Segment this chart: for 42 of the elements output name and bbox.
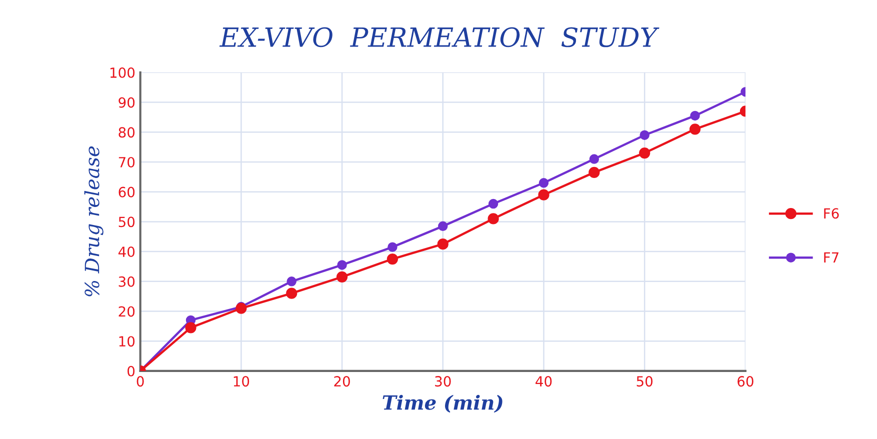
y-tick-label: 100 (110, 67, 135, 78)
x-tick-label: 60 (738, 376, 754, 387)
x-tick-label: 20 (334, 376, 350, 387)
point (640, 130, 650, 140)
point (588, 166, 600, 178)
point (388, 242, 398, 252)
y-tick-label: 70 (118, 156, 135, 168)
point (286, 288, 298, 299)
point (538, 178, 549, 188)
y-tick-label: 40 (118, 246, 135, 258)
x-tick-label: 30 (435, 376, 451, 387)
point (438, 221, 448, 232)
point (286, 276, 296, 286)
y-tick-label: 50 (118, 216, 135, 228)
y-tick-label: 30 (118, 276, 135, 287)
chart-title: EX-VIVO PERMEATION STUDY (219, 27, 660, 48)
point (589, 154, 600, 164)
x-tick-label: 50 (636, 376, 653, 387)
y-tick-label: 80 (118, 127, 135, 138)
point (488, 213, 499, 224)
x-tick-label: 10 (234, 376, 250, 387)
x-axis-title: Time (min) (382, 394, 502, 413)
x-tick-label: 40 (536, 376, 552, 387)
y-tick-label: 20 (118, 306, 135, 317)
point (538, 189, 550, 200)
point (185, 322, 196, 334)
y-tick-label: 90 (118, 97, 135, 108)
point (437, 238, 448, 250)
y-tick-label: 10 (119, 336, 135, 347)
point (337, 260, 347, 270)
legend-label: F6 (824, 208, 839, 219)
y-axis-title: % Drug release (84, 146, 104, 296)
y-tick-label: 60 (118, 186, 135, 198)
point (689, 124, 701, 135)
point (386, 253, 398, 265)
y-tick-label: 0 (128, 366, 135, 376)
point (690, 110, 700, 121)
x-tick-label: 0 (136, 376, 144, 387)
legend-label: F7 (824, 252, 838, 262)
point (488, 198, 498, 209)
point (639, 147, 650, 159)
point (336, 271, 348, 282)
